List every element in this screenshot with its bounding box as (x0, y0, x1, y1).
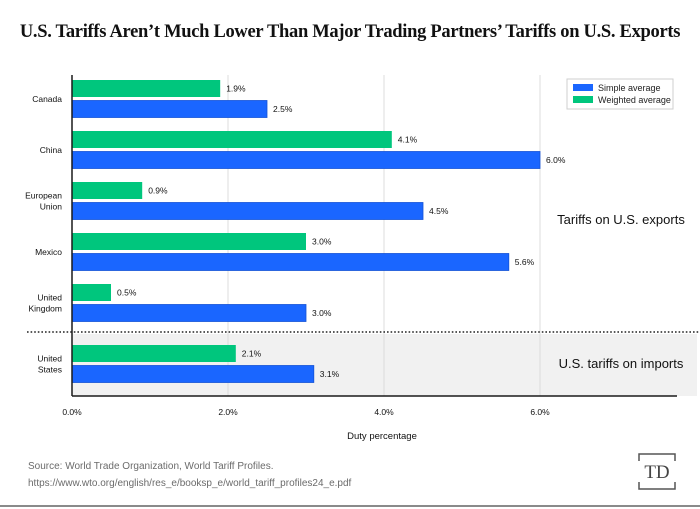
x-tick-labels: 0.0% 2.0% 4.0% 6.0% (62, 407, 550, 417)
data-label: 4.1% (398, 135, 418, 145)
x-tick-label: 0.0% (62, 407, 82, 417)
category-label-line: United (37, 353, 62, 363)
data-label: 0.9% (148, 186, 168, 196)
legend-swatch-weighted (573, 96, 593, 103)
data-label: 2.1% (242, 349, 262, 359)
simple-bar-canada (71, 100, 268, 118)
source-note: Source: World Trade Organization, World … (28, 458, 351, 492)
category-label-line: United (37, 292, 62, 302)
source-text: Source: World Trade Organization, World … (28, 461, 274, 472)
bars (71, 80, 541, 383)
category-label-line: States (38, 364, 62, 374)
category-label-line: China (40, 145, 62, 155)
data-label: 0.5% (117, 288, 137, 298)
data-label: 6.0% (546, 155, 566, 165)
x-axis-title: Duty percentage (347, 431, 417, 442)
data-label: 5.6% (515, 257, 535, 267)
legend: Simple average Weighted average (566, 78, 674, 110)
simple-bar-united-kingdom (71, 304, 307, 322)
legend-swatch-simple (573, 84, 593, 91)
x-tick-label: 2.0% (218, 407, 238, 417)
category-label: United Kingdom (28, 292, 62, 313)
data-label: 3.0% (312, 308, 332, 318)
simple-bar-european-union (71, 202, 424, 220)
axes (27, 75, 700, 397)
legend-label-weighted: Weighted average (598, 95, 671, 105)
weighted-bar-china (72, 131, 392, 148)
data-label: 1.9% (226, 84, 246, 94)
chart-title: U.S. Tariffs Aren’t Much Lower Than Majo… (19, 22, 681, 42)
bottom-rule (0, 505, 700, 507)
bar-labels: 1.9% 2.5% 4.1% 6.0% 0.9% 4.5% 3.0% 5.6% 0.5% 3.0%… (117, 84, 566, 380)
data-label: 3.1% (320, 369, 340, 379)
category-label: Mexico (35, 247, 62, 257)
td-logo: TD (638, 453, 676, 490)
legend-label-simple: Simple average (598, 83, 661, 93)
annotation-exports: Tariffs on U.S. exports (557, 212, 685, 227)
category-label-line: Union (40, 201, 62, 211)
category-label: United States (37, 353, 62, 374)
logo-text: TD (644, 462, 669, 483)
data-label: 4.5% (429, 206, 449, 216)
data-label: 2.5% (273, 104, 293, 114)
category-label: China (40, 145, 62, 155)
data-label: 3.0% (312, 237, 332, 247)
simple-bar-mexico (71, 253, 510, 271)
x-tick-label: 6.0% (530, 407, 550, 417)
category-label-line: Mexico (35, 247, 62, 257)
category-label-line: Kingdom (28, 303, 62, 313)
annotation-imports: U.S. tariffs on imports (559, 356, 684, 371)
weighted-bar-united-kingdom (72, 284, 111, 301)
category-label: Canada (32, 94, 62, 104)
x-tick-label: 4.0% (374, 407, 394, 417)
category-label-line: European (25, 190, 62, 200)
simple-bar-united-states (71, 365, 315, 383)
weighted-bar-united-states (72, 345, 236, 362)
weighted-bar-european-union (72, 182, 143, 199)
simple-bar-china (71, 151, 541, 169)
weighted-bar-canada (72, 80, 221, 97)
category-label: European Union (25, 190, 62, 211)
source-url[interactable]: https://www.wto.org/english/res_e/booksp… (28, 478, 352, 489)
category-label-line: Canada (32, 94, 62, 104)
weighted-bar-mexico (72, 233, 306, 250)
